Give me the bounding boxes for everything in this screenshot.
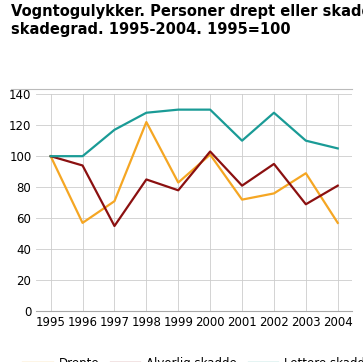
Drepte — [144, 120, 148, 124]
Drepte — [335, 221, 340, 225]
Lettere skadd — [304, 139, 308, 143]
Drepte — [240, 197, 244, 202]
Drepte — [176, 180, 180, 185]
Alvorlig skadde — [272, 162, 276, 166]
Drepte — [112, 199, 117, 203]
Alvorlig skadde — [176, 188, 180, 193]
Lettere skadd — [49, 154, 53, 158]
Alvorlig skadde — [240, 184, 244, 188]
Alvorlig skadde — [80, 163, 85, 168]
Line: Drepte: Drepte — [51, 122, 338, 223]
Alvorlig skadde — [335, 184, 340, 188]
Line: Lettere skadd: Lettere skadd — [51, 110, 338, 156]
Lettere skadd — [240, 139, 244, 143]
Lettere skadd — [112, 128, 117, 132]
Drepte — [208, 152, 212, 157]
Lettere skadd — [335, 146, 340, 151]
Alvorlig skadde — [49, 154, 53, 158]
Line: Alvorlig skadde: Alvorlig skadde — [51, 152, 338, 226]
Alvorlig skadde — [304, 202, 308, 206]
Alvorlig skadde — [144, 177, 148, 182]
Drepte — [272, 191, 276, 195]
Legend: Drepte, Alvorlig skadde, Lettere skadd: Drepte, Alvorlig skadde, Lettere skadd — [19, 352, 363, 362]
Drepte — [80, 221, 85, 225]
Drepte — [49, 154, 53, 158]
Lettere skadd — [208, 108, 212, 112]
Lettere skadd — [176, 108, 180, 112]
Lettere skadd — [272, 110, 276, 115]
Alvorlig skadde — [208, 150, 212, 154]
Drepte — [304, 171, 308, 176]
Text: Vogntogulykker. Personer drept eller skadd, etter
skadegrad. 1995-2004. 1995=100: Vogntogulykker. Personer drept eller ska… — [11, 4, 363, 37]
Lettere skadd — [80, 154, 85, 158]
Alvorlig skadde — [112, 224, 117, 228]
Lettere skadd — [144, 110, 148, 115]
